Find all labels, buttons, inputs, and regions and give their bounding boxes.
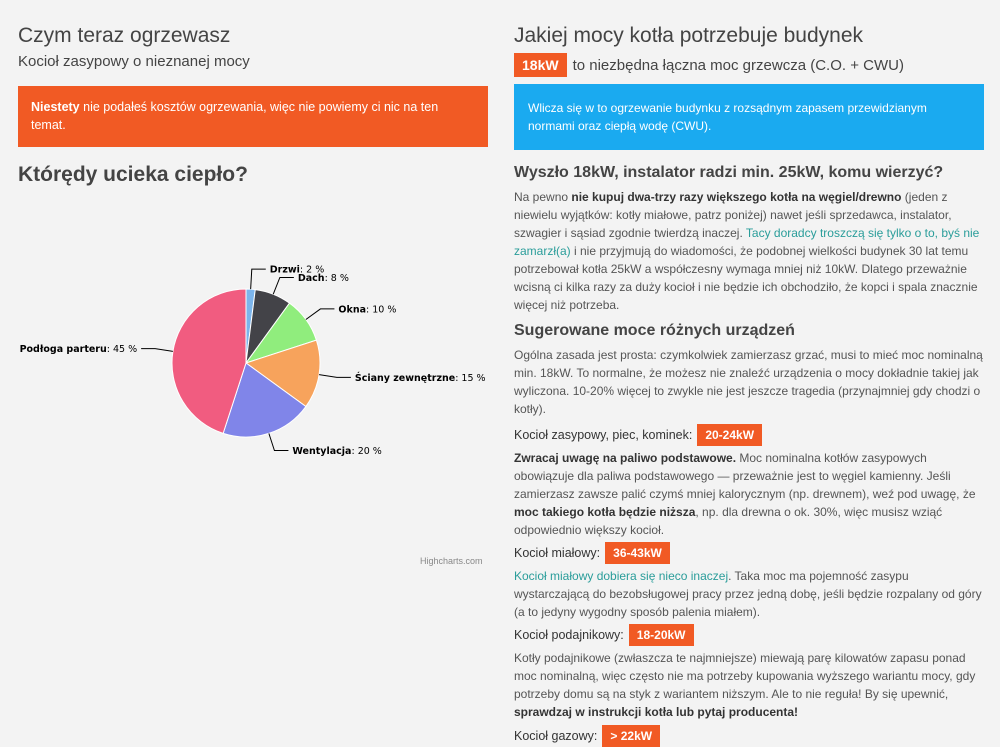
advice-text-3: i nie przyjmują do wiadomości, że podobn…	[514, 244, 978, 313]
culm-boiler-link[interactable]: Kocioł miałowy dobiera się nieco inaczej	[514, 569, 729, 584]
device-row-gas: Kocioł gazowy: > 22kW	[514, 725, 984, 747]
device-row-feeder: Kocioł podajnikowy: 18-20kW	[514, 624, 984, 647]
pie-label-okna: Okna: 10 %	[338, 305, 396, 316]
fuel-note-bold-1: Zwracaj uwagę na paliwo podstawowe.	[514, 451, 737, 466]
feeder-note-bold: sprawdzaj w instrukcji kotła lub pytaj p…	[514, 705, 799, 720]
culm-note-text: . Taka moc ma pojemność zasypu wystarcza…	[514, 569, 982, 620]
alert-bold-text: Niestety	[31, 100, 80, 115]
device-power-badge: > 22kW	[602, 725, 661, 747]
pie-connector-wentylacja	[268, 433, 289, 452]
heat-loss-chart: Drzwi: 2 % Dach: 8 % Okna: 10 % Ściany zewn…	[18, 191, 488, 576]
pie-label-drzwi: Drzwi: 2 %	[270, 265, 324, 276]
no-costs-alert: Niestety nie podałeś kosztów ogrzewania,…	[18, 86, 488, 148]
pie-label-podloga-parteru: Podłoga parteru: 45 %	[20, 344, 138, 355]
fuel-note-paragraph: Zwracaj uwagę na paliwo podstawowe. Moc …	[514, 449, 984, 539]
feeder-note-paragraph: Kotły podajnikowe (zwłaszcza te najmniej…	[514, 649, 984, 721]
advice-text-2: (jeden z niewielu wyjątków: kotły miałow…	[514, 190, 952, 241]
device-row-solid-fuel: Kocioł zasypowy, piec, kominek: 20-24kW	[514, 424, 984, 447]
fuel-note-text-2: , np. dla drewna o ok. 30%, więc musisz …	[514, 505, 943, 538]
power-info-box: Wlicza się w to ogrzewanie budynku z roz…	[514, 84, 984, 151]
device-row-culm: Kocioł miałowy: 36-43kW	[514, 542, 984, 565]
device-label: Kocioł gazowy:	[514, 729, 598, 744]
device-label: Kocioł podajnikowy:	[514, 628, 624, 643]
suggested-power-heading: Sugerowane moce różnych urządzeń	[514, 322, 795, 340]
chart-credit[interactable]: Highcharts.com	[420, 556, 483, 567]
pie-slice-wentylacja[interactable]	[222, 362, 307, 438]
advice-paragraph: Na pewno nie kupuj dwa-trzy razy większe…	[514, 188, 984, 314]
pie-label-dach: Dach: 8 %	[298, 273, 349, 284]
pie-label-wentylacja: Wentylacja: 20 %	[292, 446, 381, 457]
alert-text: nie podałeś kosztów ogrzewania, więc nie…	[31, 100, 439, 132]
right-column: Jakiej mocy kotła potrzebuje budynek 18k…	[514, 22, 984, 747]
device-power-badge: 36-43kW	[605, 542, 670, 565]
heat-loss-heading: Którędy ucieka ciepło?	[18, 163, 248, 187]
advisers-link[interactable]: Tacy doradcy troszczą się tylko o to, by…	[514, 226, 980, 259]
advice-bold-1: nie kupuj dwa-trzy razy większego kotła …	[571, 190, 902, 205]
pie-connector-okna	[305, 308, 335, 321]
fuel-note-bold-2: moc takiego kotła będzie niższa	[514, 505, 696, 520]
device-power-badge: 20-24kW	[697, 424, 763, 447]
left-column: Czym teraz ogrzewasz Kocioł zasypowy o n…	[18, 22, 488, 576]
power-badge: 18kW	[514, 53, 567, 78]
current-heating-subheading: Kocioł zasypowy o nieznanej mocy	[18, 53, 250, 71]
current-heating-heading: Czym teraz ogrzewasz	[18, 24, 231, 47]
pie-connector-drzwi	[250, 268, 266, 290]
culm-note-paragraph: Kocioł miałowy dobiera się nieco inaczej…	[514, 567, 984, 621]
general-rule-paragraph: Ogólna zasada jest prosta: czymkolwiek z…	[514, 348, 983, 417]
pie-connector-dach	[272, 277, 294, 295]
device-label: Kocioł miałowy:	[514, 546, 601, 561]
feeder-note-text: Kotły podajnikowe (zwłaszcza te najmniej…	[514, 651, 976, 702]
device-label: Kocioł zasypowy, piec, kominek:	[514, 428, 693, 443]
fuel-note-text-1: Moc nominalna kotłów zasypowych obowiązu…	[514, 451, 976, 502]
power-text: to niezbędna łączna moc grzewcza (C.O. +…	[572, 56, 904, 74]
power-summary: 18kW to niezbędna łączna moc grzewcza (C…	[514, 53, 984, 78]
pie-connector-podloga-parteru	[141, 348, 173, 353]
advice-text-1: Na pewno	[514, 190, 572, 205]
device-power-badge: 18-20kW	[628, 624, 694, 647]
pie-slice-sciany-zewnetrzne[interactable]	[244, 339, 321, 408]
pie-chart-svg: Drzwi: 2 %Dach: 8 % Okna: 10 % Ściany zewn…	[20, 265, 486, 457]
pie-label-sciany-zewnetrzne: Ściany zewnętrzne: 15 %	[355, 372, 486, 384]
question-heading: Wyszło 18kW, instalator radzi min. 25kW,…	[514, 164, 944, 182]
boiler-power-heading: Jakiej mocy kotła potrzebuje budynek	[514, 24, 864, 47]
pie-slice-podloga-parteru[interactable]	[171, 288, 247, 435]
pie-connector-sciany-zewnetrzne	[319, 374, 351, 379]
